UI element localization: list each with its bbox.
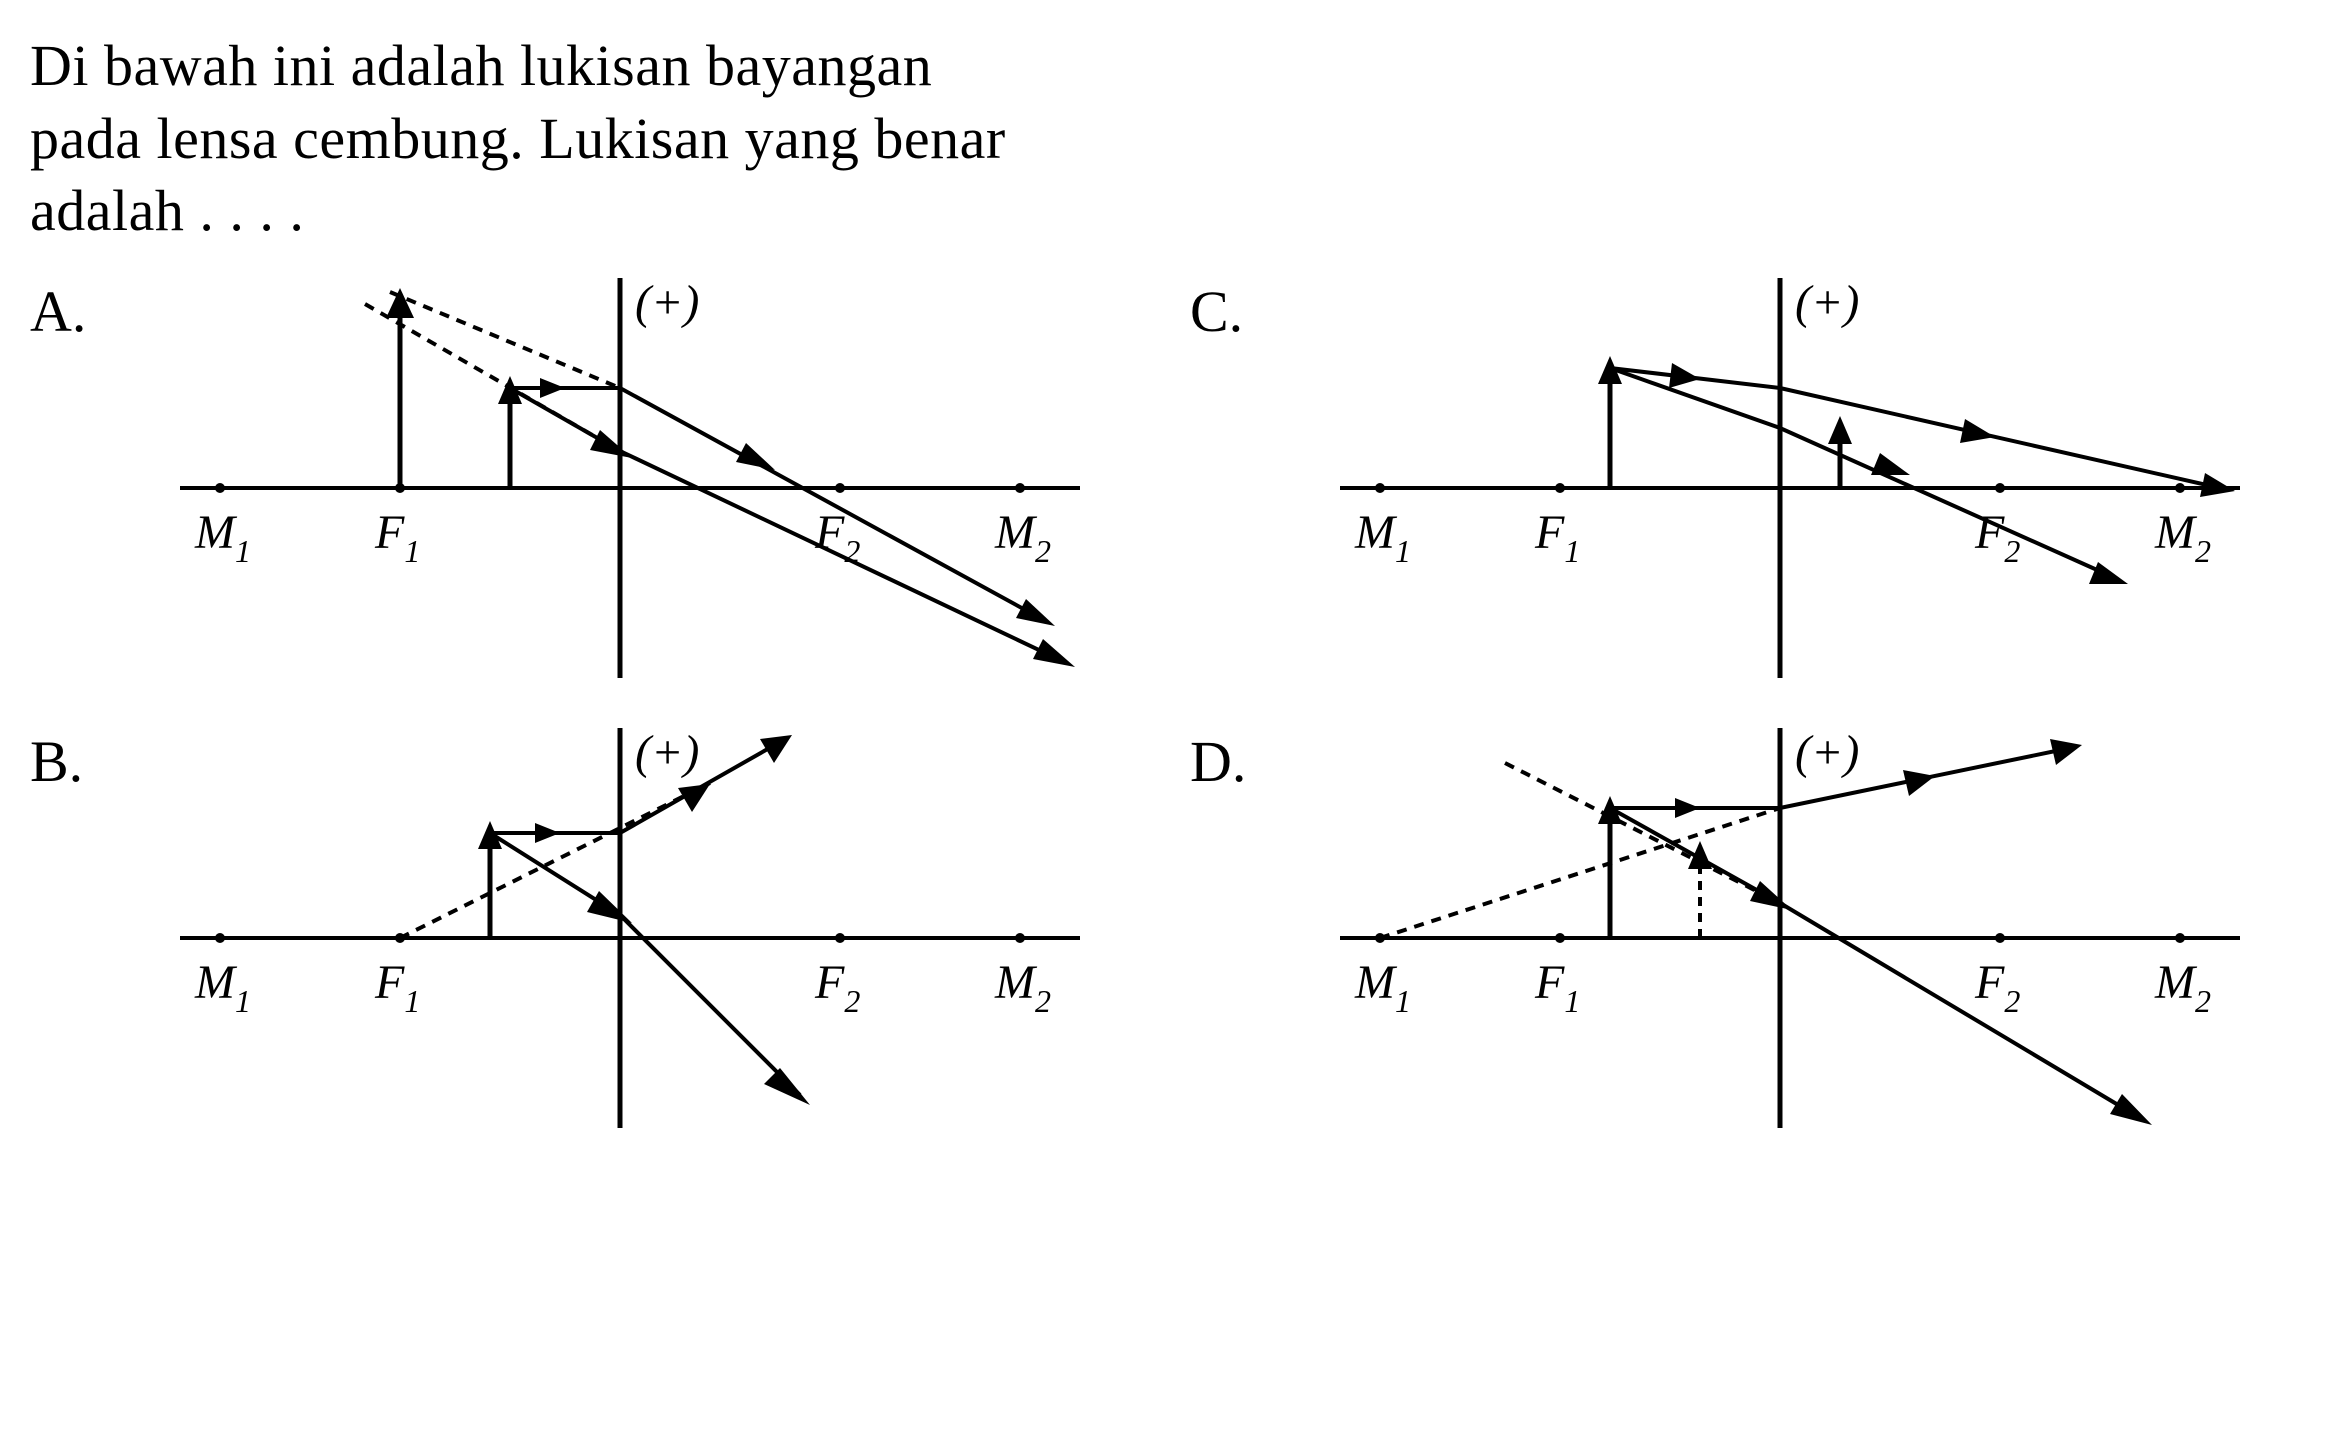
m1-label: M1 (194, 956, 251, 1019)
question-line-3: adalah . . . . (30, 178, 304, 243)
m2-label: M2 (2154, 956, 2211, 1019)
m1-label: M1 (1354, 506, 1411, 569)
option-a: A. (+) M1 F1 (30, 268, 1130, 688)
question-line-1: Di bawah ini adalah lukisan bayangan (30, 33, 932, 98)
diagram-b: (+) M1 F1 F2 M2 (120, 718, 1120, 1138)
plus-label: (+) (635, 276, 699, 329)
option-c-label: C. (1190, 268, 1280, 345)
diagram-c: (+) M1 F1 F2 M2 (1280, 268, 2280, 688)
question-line-2: pada lensa cembung. Lukisan yang benar (30, 106, 1006, 171)
f1-label: F1 (374, 956, 420, 1019)
option-d-label: D. (1190, 718, 1280, 795)
f1-label: F1 (1534, 506, 1580, 569)
option-c: C. (+) M1 F1 F2 M2 (1190, 268, 2290, 688)
option-d: D. (+) M1 F1 F2 M2 (1190, 718, 2290, 1138)
f2-label: F2 (1974, 956, 2020, 1019)
diagram-d: (+) M1 F1 F2 M2 (1280, 718, 2280, 1138)
m2-label: M2 (994, 506, 1051, 569)
f1-label: F1 (374, 506, 420, 569)
plus-label: (+) (1795, 726, 1859, 779)
m2-label: M2 (2154, 506, 2211, 569)
option-b: B. (+) M1 F1 F2 M2 (30, 718, 1130, 1138)
f1-label: F1 (1534, 956, 1580, 1019)
m1-label: M1 (1354, 956, 1411, 1019)
option-a-label: A. (30, 268, 120, 345)
options-grid: A. (+) M1 F1 (30, 268, 2290, 1138)
diagram-a: (+) M1 F1 F2 M2 (120, 268, 1120, 688)
question-text: Di bawah ini adalah lukisan bayangan pad… (30, 30, 1430, 248)
m2-label: M2 (994, 956, 1051, 1019)
plus-label: (+) (1795, 276, 1859, 329)
option-b-label: B. (30, 718, 120, 795)
m1-label: M1 (194, 506, 251, 569)
plus-label: (+) (635, 726, 699, 779)
f2-label: F2 (1974, 506, 2020, 569)
f2-label: F2 (814, 956, 860, 1019)
